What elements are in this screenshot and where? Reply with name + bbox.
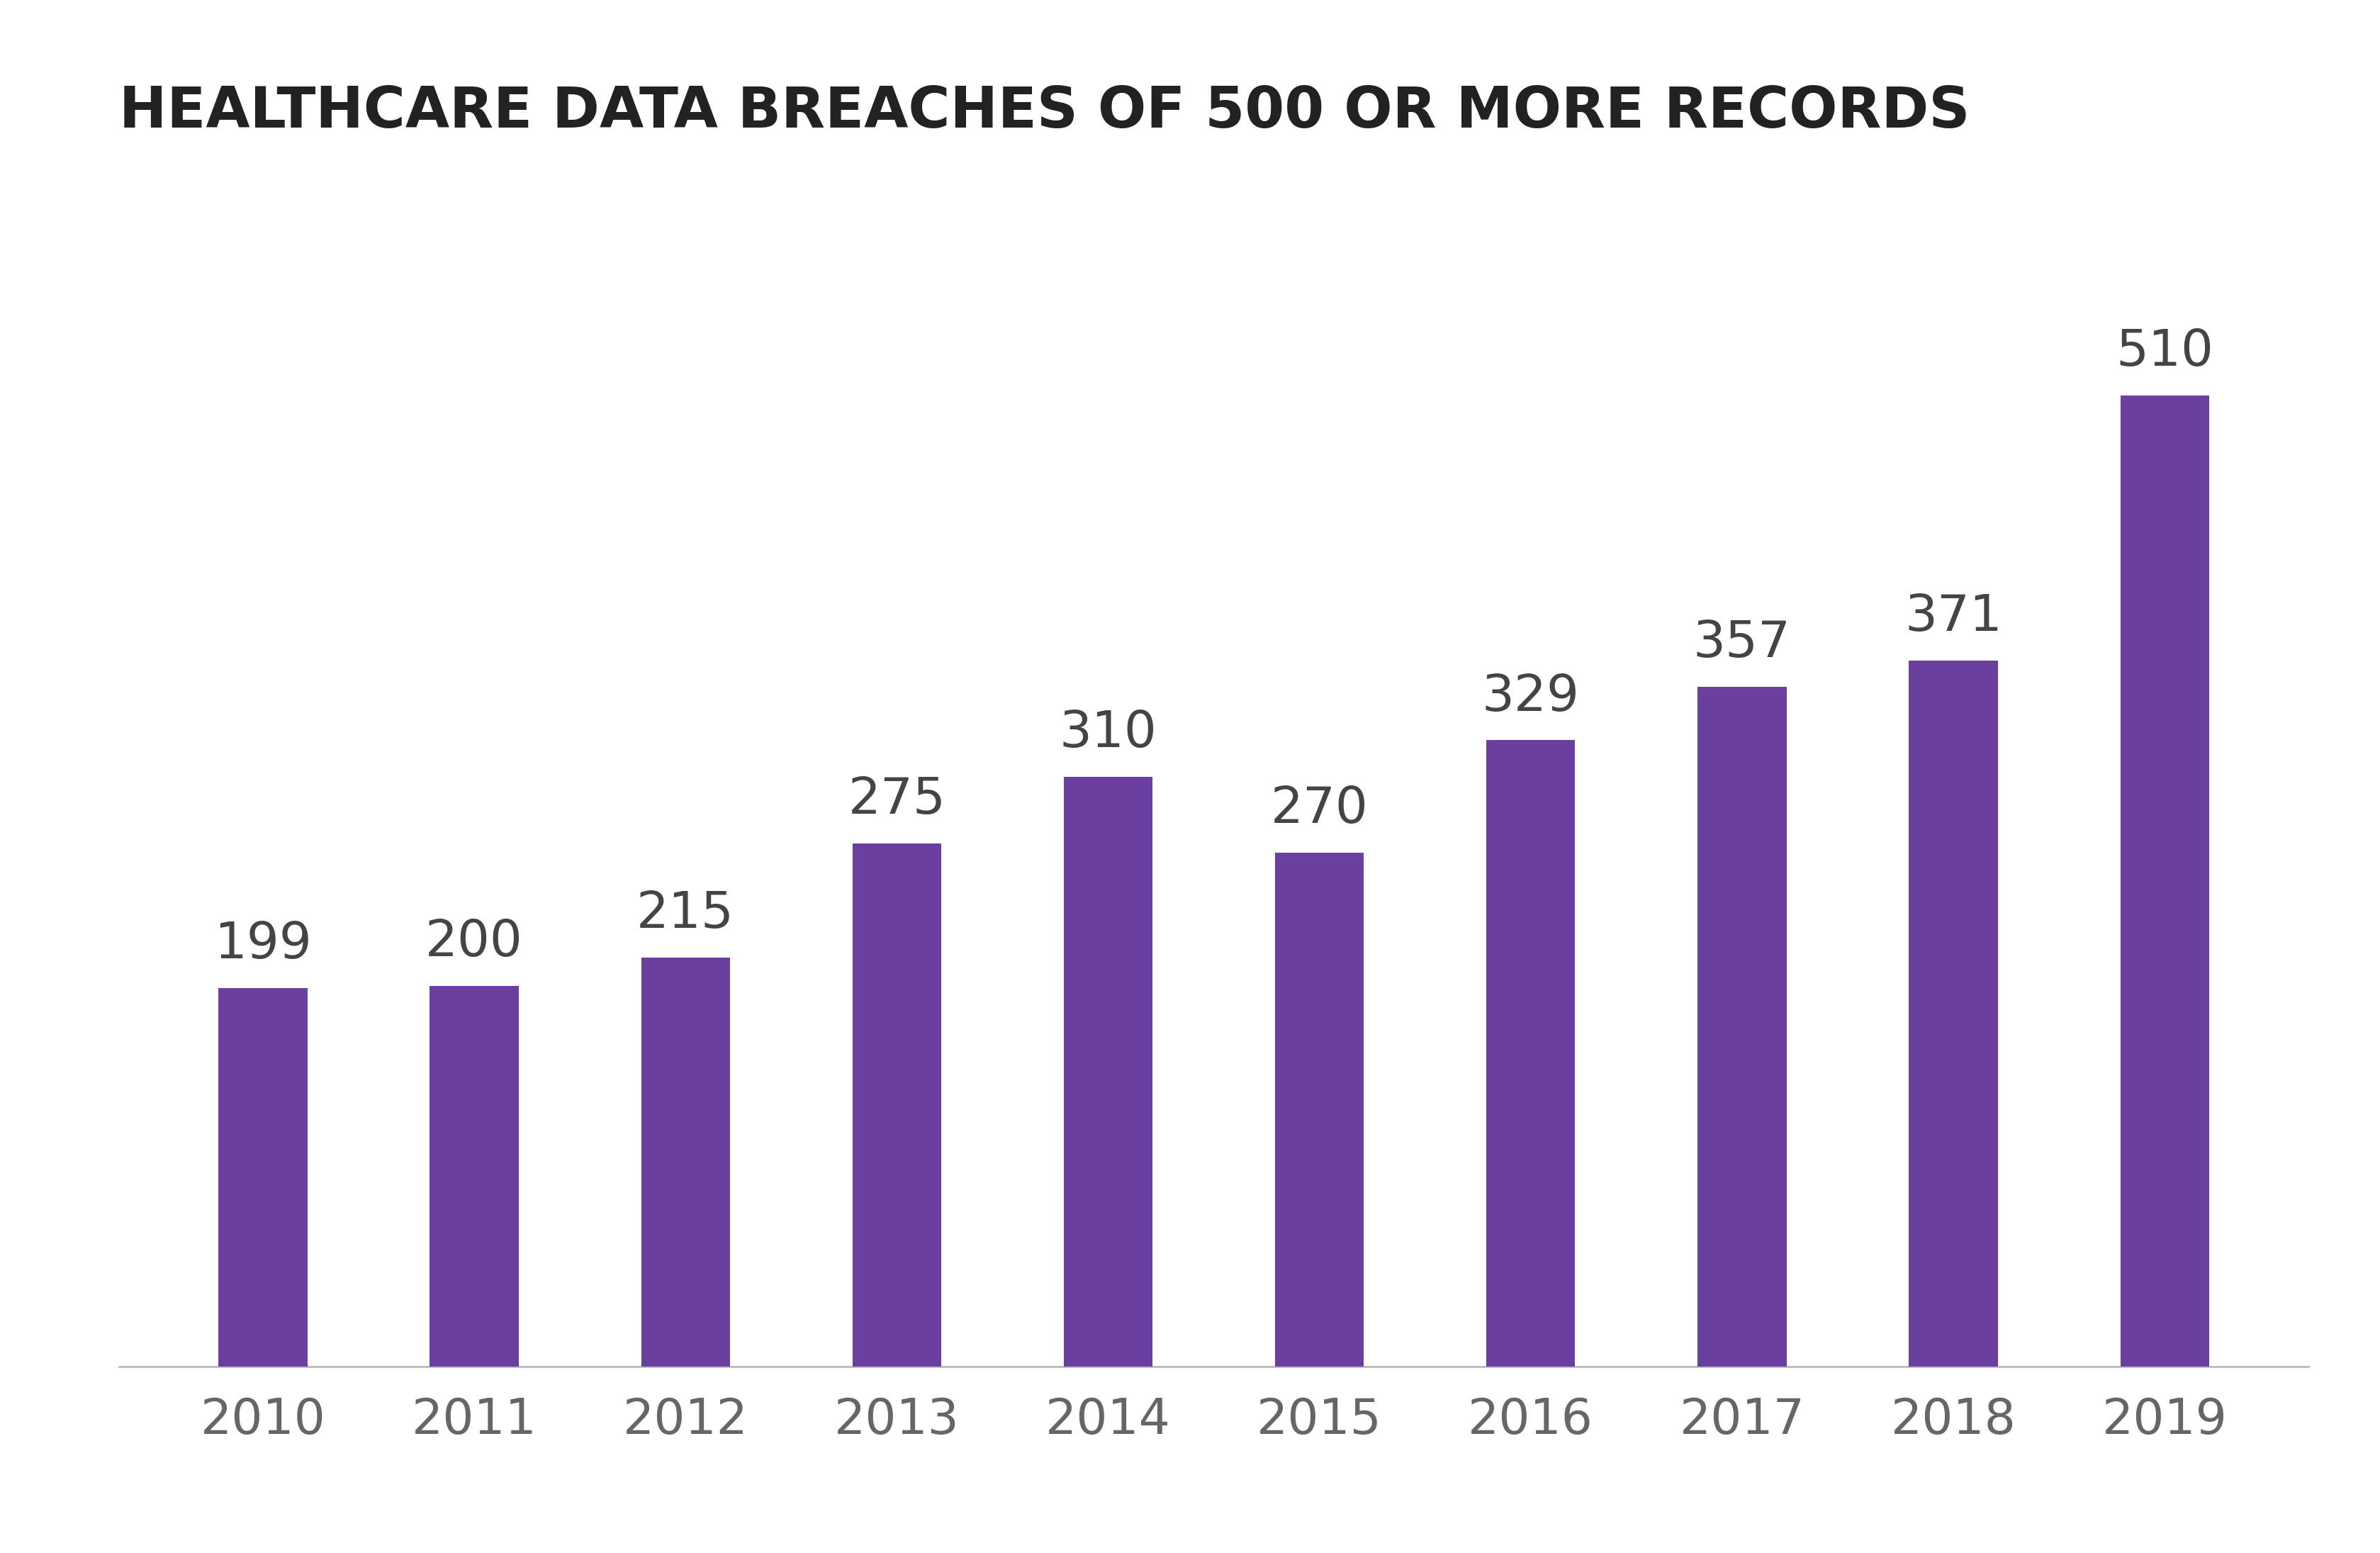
Text: 275: 275 (847, 775, 945, 825)
Text: 329: 329 (1483, 672, 1580, 721)
Text: 215: 215 (635, 890, 735, 938)
Text: 270: 270 (1271, 784, 1368, 834)
Text: 200: 200 (426, 918, 524, 968)
Text: 357: 357 (1692, 620, 1792, 668)
Bar (1697, 686, 1787, 1367)
Bar (1909, 660, 1997, 1367)
Bar (1064, 776, 1152, 1367)
Text: 310: 310 (1059, 708, 1157, 758)
Text: 199: 199 (214, 919, 312, 969)
Bar (1276, 853, 1364, 1367)
Bar (219, 988, 307, 1367)
Bar (1488, 741, 1576, 1367)
Bar (852, 843, 940, 1367)
Bar (431, 986, 519, 1367)
Text: 510: 510 (2116, 328, 2213, 377)
Bar (640, 957, 731, 1367)
Text: 371: 371 (1904, 592, 2002, 641)
Bar (2121, 396, 2209, 1367)
Text: HEALTHCARE DATA BREACHES OF 500 OR MORE RECORDS: HEALTHCARE DATA BREACHES OF 500 OR MORE … (119, 84, 1971, 140)
